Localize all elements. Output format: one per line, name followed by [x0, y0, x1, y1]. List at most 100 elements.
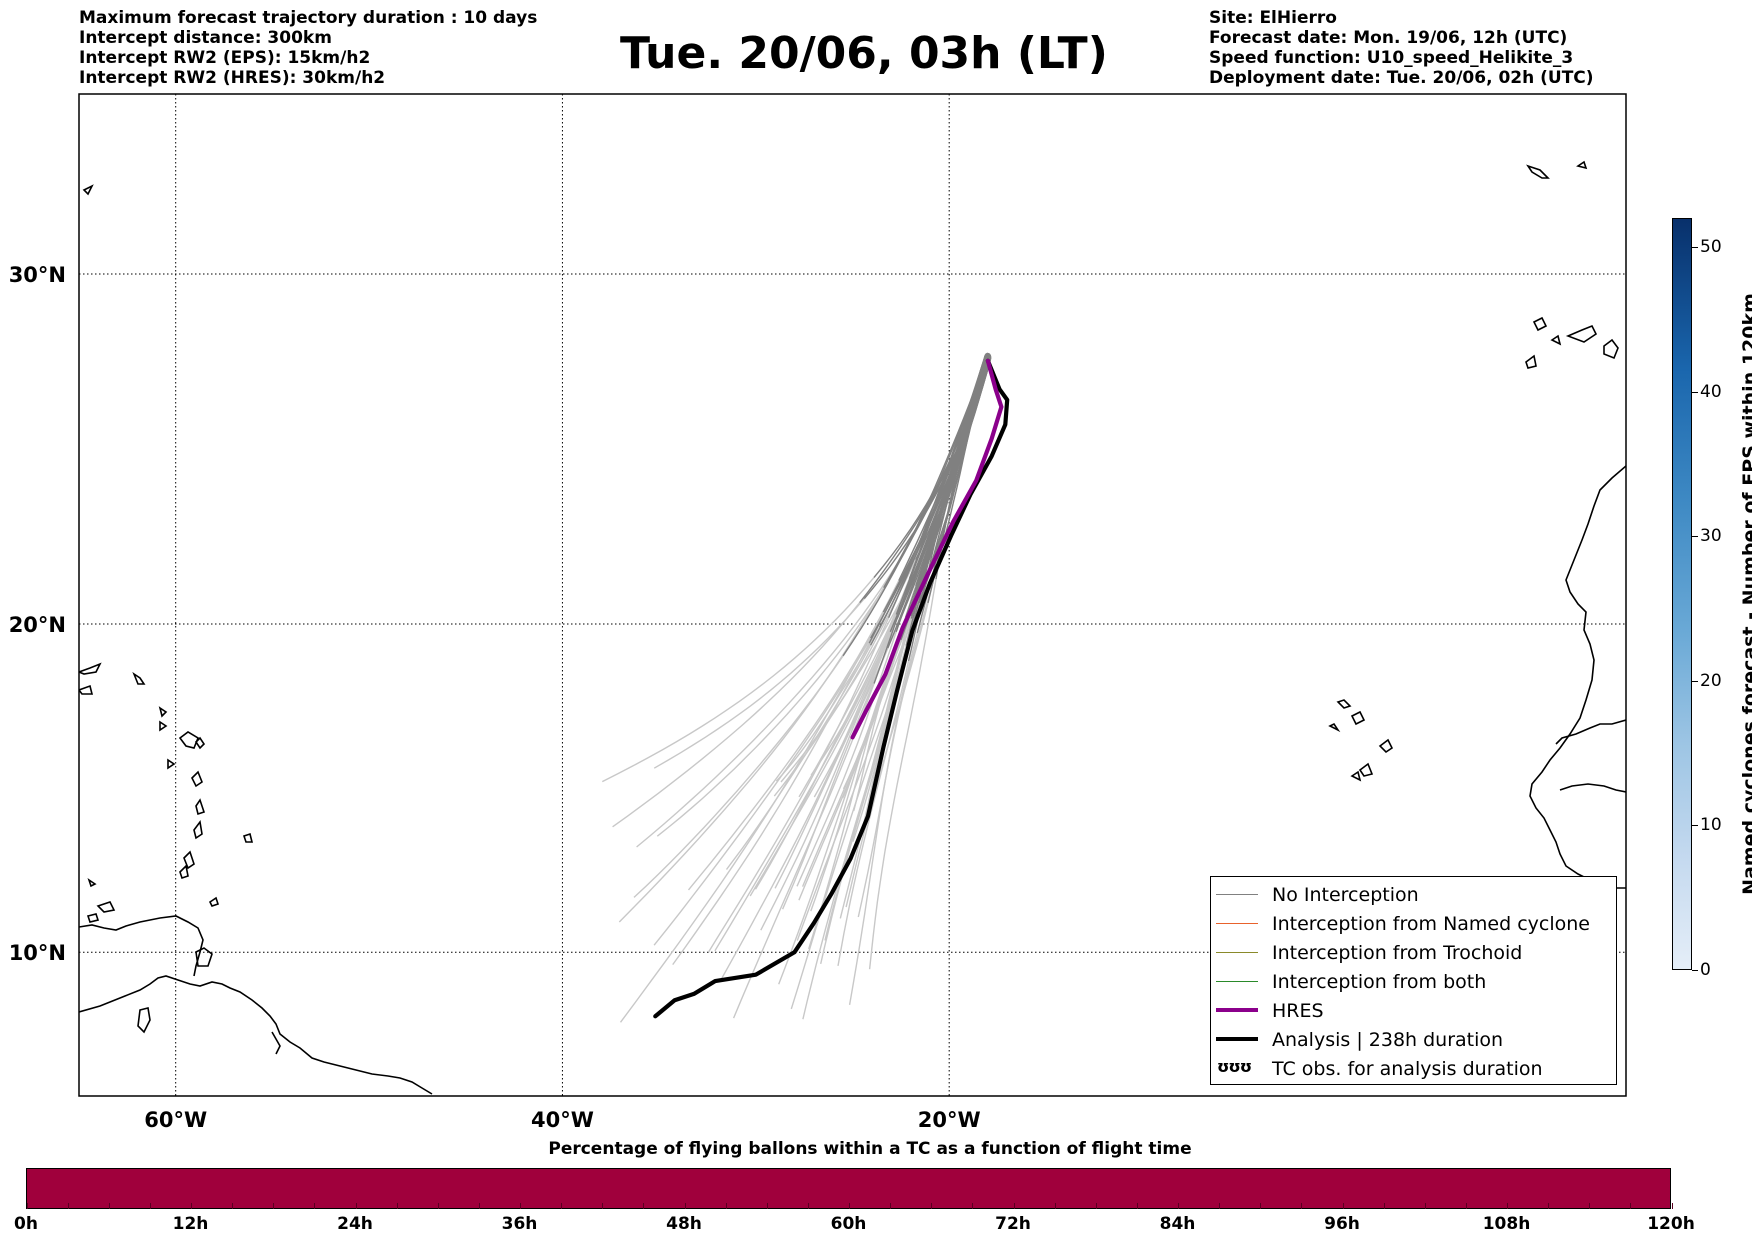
percentage-bar-tick: [1507, 1203, 1508, 1209]
percentage-bar-tick: [1301, 1203, 1303, 1209]
percentage-bar-tick: [437, 1203, 439, 1209]
percentage-bar-tick: [520, 1203, 521, 1209]
percentage-bar-tick: [314, 1203, 316, 1209]
percentage-bar-label: 36h: [501, 1214, 538, 1234]
eps-trajectory-far: [781, 647, 889, 910]
percentage-bar-label: 24h: [337, 1214, 373, 1234]
page-title: Tue. 20/06, 03h (LT): [620, 28, 1108, 79]
island-canary-2: [1576, 160, 1588, 170]
colorbar-tick: [1692, 391, 1698, 393]
percentage-bar-tick: [26, 1203, 28, 1209]
island-cv-1: [1336, 699, 1352, 709]
island-chain-4: [193, 820, 203, 840]
eps-trajectory-far: [796, 600, 918, 941]
hres-track: [850, 358, 1004, 740]
percentage-bar-label: 84h: [1159, 1214, 1196, 1234]
percentage-bar-tick: [602, 1203, 604, 1209]
info-line: Maximum forecast trajectory duration : 1…: [79, 8, 538, 28]
island-gran-canaria: [1603, 338, 1619, 360]
analysis-track: [653, 358, 1010, 1019]
island-cv-6: [1328, 722, 1341, 733]
lat-label: 20°N: [9, 613, 66, 637]
percentage-bar-tick: [972, 1203, 974, 1209]
percentage-bar-tick: [191, 1203, 192, 1209]
island-cv-4: [1358, 762, 1374, 777]
eps-trajectory-far: [848, 632, 918, 1006]
colorbar-tick-label: 10: [1700, 815, 1722, 836]
percentage-bar-tick: [807, 1203, 809, 1209]
legend-item: Interception from Named cyclone: [1211, 911, 1616, 937]
percentage-bar-tick: [766, 1203, 768, 1209]
legend-label: Interception from Trochoid: [1272, 942, 1523, 964]
island-chain-3: [195, 798, 206, 816]
island-chain-6: [179, 864, 189, 880]
eps-trajectory-far: [778, 639, 902, 985]
percentage-bar-tick: [1589, 1203, 1591, 1209]
eps-trajectory-far: [802, 645, 907, 1020]
info-line: Intercept RW2 (EPS): 15km/h2: [79, 48, 371, 68]
percentage-bar-label: 72h: [995, 1214, 1031, 1234]
legend-item: Interception from both: [1211, 969, 1616, 995]
island-chain-2: [191, 770, 203, 788]
percentage-bar-tick: [478, 1203, 480, 1209]
legend-swatch: [1216, 952, 1258, 953]
eps-trajectory-far: [672, 642, 870, 966]
percentage-bar-tick: [149, 1203, 151, 1209]
info-line: Deployment date: Tue. 20/06, 02h (UTC): [1209, 68, 1594, 88]
island-lanzarote: [1565, 324, 1598, 343]
colorbar-tick: [1692, 825, 1698, 827]
percentage-bar-label: 108h: [1482, 1214, 1531, 1234]
coast-gambia: [1559, 783, 1626, 793]
colorbar-tick: [1692, 536, 1698, 538]
percentage-bar-tick: [849, 1203, 850, 1209]
percentage-bar-tick: [1424, 1203, 1426, 1209]
colorbar-tick: [1692, 970, 1698, 971]
eps-trajectory-far: [707, 617, 890, 953]
eps-trajectory-far: [837, 660, 910, 967]
legend-swatch: [1216, 981, 1258, 982]
legend-swatch: [1216, 894, 1258, 895]
legend-label: HRES: [1272, 1000, 1324, 1022]
legend-label: No Interception: [1272, 884, 1419, 906]
percentage-bar-tick: [1260, 1203, 1262, 1209]
island-cv-2: [1350, 710, 1366, 726]
island-margarita: [137, 1007, 151, 1034]
coast-south-america: [79, 975, 433, 1095]
legend-swatch: [1216, 923, 1258, 924]
coastlines: [79, 160, 1626, 1095]
coast-trinidad: [195, 947, 213, 967]
percentage-bar-label: 60h: [830, 1214, 867, 1234]
percentage-bar-label: 0h: [14, 1214, 38, 1234]
legend-label: Interception from Named cyclone: [1272, 913, 1590, 935]
eps-trajectory-near: [906, 358, 992, 592]
island-vi-1: [132, 671, 146, 685]
header-left-info: Maximum forecast trajectory duration : 1…: [79, 8, 537, 88]
eps-trajectory-far: [612, 602, 861, 828]
island-west-1: [79, 684, 94, 695]
percentage-bar-tick: [1548, 1203, 1550, 1209]
legend-item: HRES: [1211, 998, 1616, 1024]
bottom-bar-title: Percentage of flying ballons within a TC…: [548, 1139, 1192, 1159]
colorbar-tick-label: 0: [1700, 960, 1711, 980]
coast-west-africa: [1529, 465, 1626, 889]
island-antigua: [159, 720, 168, 732]
percentage-bar-tick: [1013, 1203, 1015, 1209]
island-tobago: [208, 896, 220, 907]
percentage-bar-tick: [725, 1203, 727, 1209]
percentage-bar-label: 12h: [172, 1214, 209, 1234]
percentage-bar-tick: [1671, 1203, 1673, 1209]
island-tenerife: [1532, 316, 1548, 332]
eps-trajectory-far: [633, 655, 844, 898]
legend-label: Analysis | 238h duration: [1272, 1029, 1504, 1051]
eps-trajectory-far: [653, 637, 872, 946]
percentage-bar-tick: [643, 1203, 645, 1209]
island-canary-1: [1526, 164, 1550, 179]
legend: No Interception Interception from Named …: [1210, 876, 1617, 1085]
eps-trajectory-far: [618, 587, 885, 923]
legend-swatch: [1216, 1008, 1258, 1012]
island-cv-3: [1378, 738, 1394, 754]
eps-trajectory-far: [774, 627, 898, 889]
percentage-bar-tick: [1465, 1203, 1467, 1209]
island-barbados: [242, 832, 254, 843]
legend-item: No Interception: [1211, 882, 1616, 908]
